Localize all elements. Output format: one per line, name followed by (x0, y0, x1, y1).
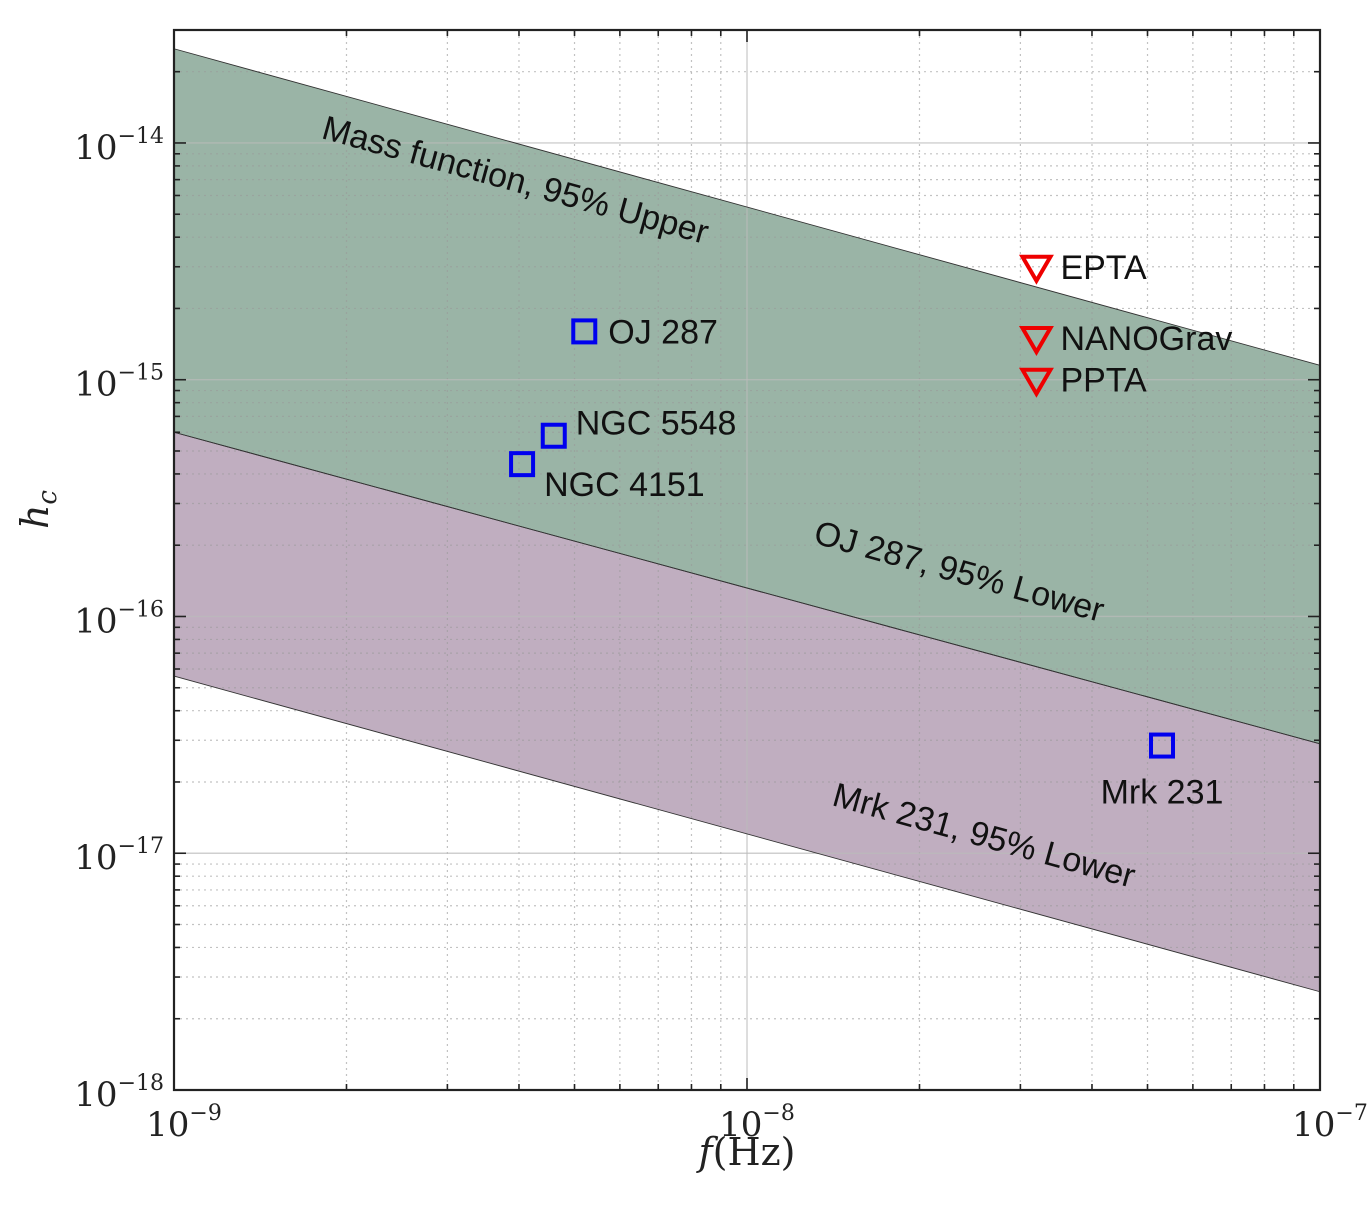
triangle-marker (1018, 326, 1054, 357)
point-label: EPTA (1060, 249, 1147, 287)
point-label: NGC 4151 (544, 466, 705, 504)
band-2-upper-line (173, 431, 1321, 745)
tick-labels: 10−9 10−8 10−7 10−18 10−17 10−16 10−15 10−14 (74, 124, 1368, 1145)
point-label: Mrk 231 (1101, 774, 1224, 812)
y-tick-label: 10−18 (74, 1071, 164, 1115)
plot-frame (172, 28, 1322, 1092)
y-tick-label: 10−14 (74, 124, 164, 168)
x-tick-label: 10−9 (146, 1101, 222, 1145)
y-tick-label: 10−15 (74, 361, 164, 405)
triangle-marker (1018, 254, 1054, 285)
point-label: OJ 287 (608, 313, 718, 351)
band-boundary-lines (173, 48, 1321, 993)
band-2-lower-line (173, 675, 1321, 993)
markers-layer: OJ 287 NGC 5548 NGC 4151 Mrk 231 EPTA NANOGra… (509, 249, 1232, 812)
point-label: NANOGrav (1060, 320, 1232, 358)
x-tick-label: 10−7 (1292, 1101, 1368, 1145)
y-axis-label: hc (13, 490, 63, 529)
square-marker (571, 318, 598, 345)
x-axis-label: f(Hz) (696, 1130, 796, 1174)
square-marker (540, 422, 567, 449)
point-label: PPTA (1060, 362, 1147, 400)
square-marker (1149, 732, 1176, 759)
triangle-marker (1018, 367, 1054, 398)
y-tick-label: 10−16 (74, 597, 164, 641)
x-tick-label: 10−8 (719, 1101, 795, 1145)
y-tick-label: 10−17 (74, 834, 164, 878)
band-1-upper-line (173, 48, 1321, 366)
square-marker (509, 451, 536, 478)
point-label: NGC 5548 (576, 405, 737, 443)
